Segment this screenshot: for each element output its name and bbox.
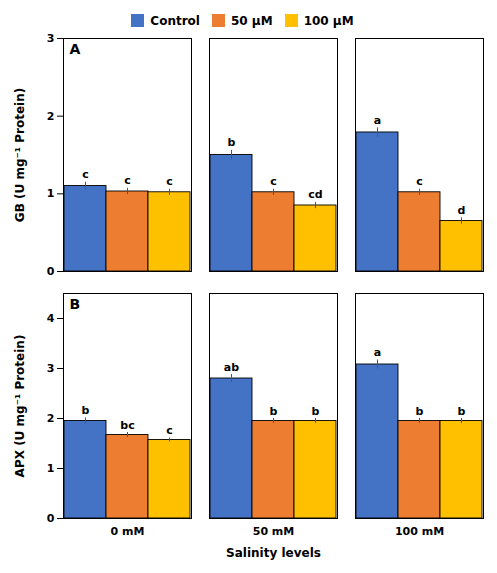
svg-text:2: 2 <box>47 412 55 425</box>
svg-text:4: 4 <box>47 312 55 325</box>
svg-text:b: b <box>228 136 236 149</box>
svg-text:c: c <box>82 168 89 181</box>
svg-text:2: 2 <box>47 110 55 123</box>
svg-text:c: c <box>166 424 173 437</box>
svg-text:b: b <box>270 405 278 418</box>
html-text:50 μM: 50 μM <box>231 13 273 28</box>
svg-text:GB (U mg⁻¹ Protein): GB (U mg⁻¹ Protein) <box>13 88 27 222</box>
svg-text:1: 1 <box>47 462 55 475</box>
svg-text:b: b <box>458 405 466 418</box>
svg-text:bc: bc <box>120 419 134 432</box>
svg-text:ab: ab <box>224 361 239 374</box>
svg-text:100 mM: 100 mM <box>395 525 444 538</box>
svg-text:0: 0 <box>47 512 55 525</box>
svg-text:d: d <box>458 204 466 217</box>
svg-text:cd: cd <box>308 188 322 201</box>
svg-text:Salinity levels: Salinity levels <box>226 546 321 560</box>
html-text:100 μM: 100 μM <box>303 13 354 28</box>
svg-text:3: 3 <box>47 362 55 375</box>
svg-text:c: c <box>124 174 131 187</box>
svg-text:1: 1 <box>47 187 55 200</box>
svg-text:0: 0 <box>47 265 55 278</box>
svg-text:c: c <box>270 175 277 188</box>
svg-text:b: b <box>312 405 320 418</box>
svg-text:c: c <box>166 175 173 188</box>
svg-text:b: b <box>416 405 424 418</box>
svg-text:c: c <box>416 175 423 188</box>
html-text:Control: Control <box>150 13 200 28</box>
svg-text:0 mM: 0 mM <box>111 525 145 538</box>
svg-text:a: a <box>374 346 381 359</box>
svg-text:3: 3 <box>47 32 55 45</box>
svg-text:50 mM: 50 mM <box>253 525 295 538</box>
svg-text:b: b <box>82 404 90 417</box>
svg-text:a: a <box>374 114 381 127</box>
svg-text:A: A <box>70 41 81 57</box>
svg-text:B: B <box>70 296 81 312</box>
svg-text:APX (U mg⁻¹ Protein): APX (U mg⁻¹ Protein) <box>13 335 27 478</box>
